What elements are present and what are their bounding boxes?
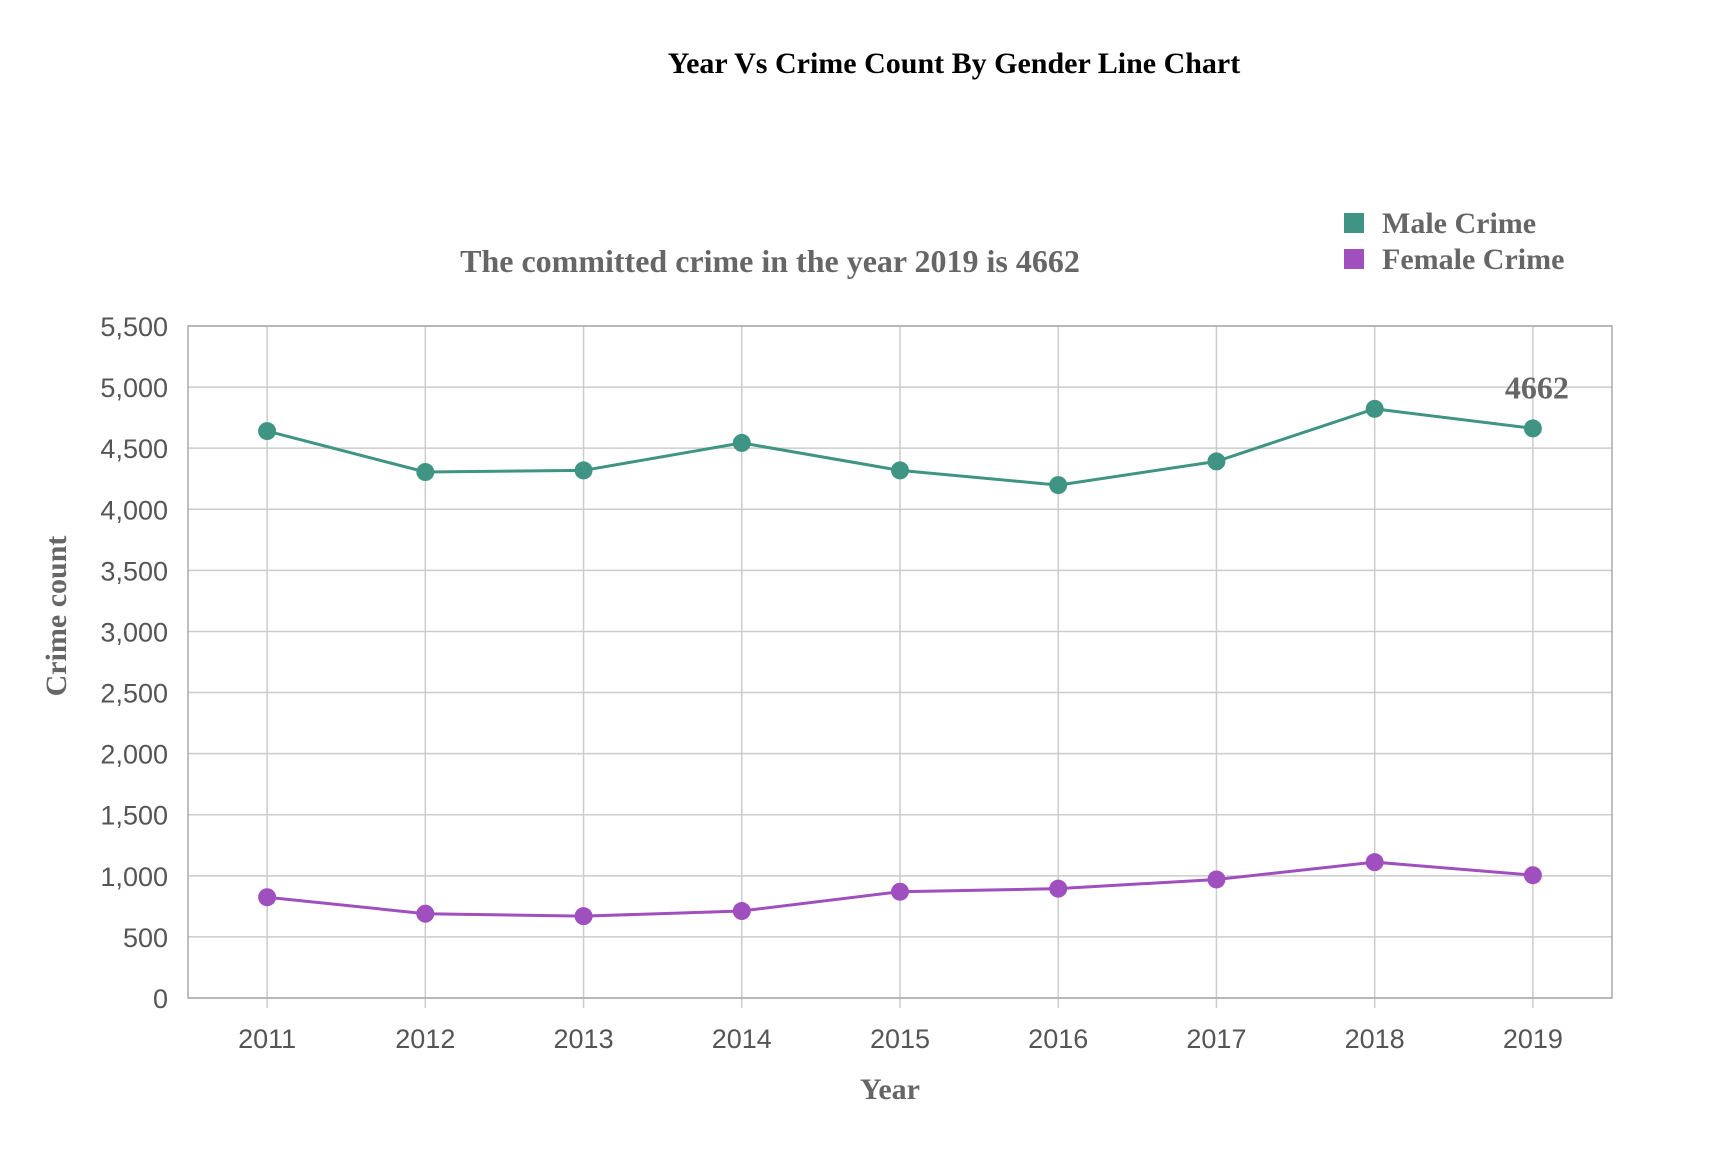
- y-tick-label: 1,500: [100, 801, 168, 831]
- data-point[interactable]: [416, 904, 435, 923]
- legend-swatch: [1344, 249, 1364, 269]
- y-tick-label: 4,000: [100, 495, 168, 525]
- y-tick-labels: 0 500 1,000 1,500 2,000 2,500 3,000 3,500 4,000 4…: [100, 312, 168, 1014]
- y-tick-label: 2,500: [100, 679, 168, 709]
- series-points: [258, 399, 1542, 926]
- data-point[interactable]: [574, 461, 593, 480]
- x-tick-label: 2012: [395, 1024, 455, 1054]
- annotations: 4662: [1505, 369, 1569, 405]
- y-tick-label: 3,000: [100, 617, 168, 647]
- chart-subtitle: The committed crime in the year 2019 is …: [460, 243, 1080, 279]
- plot-frame: [187, 325, 1613, 999]
- legend-label[interactable]: Male Crime: [1382, 207, 1536, 240]
- data-point[interactable]: [1049, 476, 1068, 495]
- data-point[interactable]: [574, 907, 593, 926]
- x-tick-label: 2014: [712, 1024, 772, 1054]
- data-point[interactable]: [1365, 399, 1384, 418]
- x-tick-label: 2011: [238, 1024, 296, 1054]
- data-point[interactable]: [732, 433, 751, 452]
- legend-label[interactable]: Female Crime: [1382, 243, 1564, 276]
- data-label: 4662: [1505, 369, 1569, 405]
- legend-swatch: [1344, 213, 1364, 233]
- data-point[interactable]: [416, 463, 435, 482]
- data-point[interactable]: [732, 902, 751, 921]
- data-point[interactable]: [1049, 879, 1068, 898]
- x-tick-labels: 2011 2012 2013 2014 2015 2016 2017 2018 2019: [238, 1024, 1563, 1054]
- data-point[interactable]: [258, 422, 277, 441]
- data-point[interactable]: [1207, 870, 1226, 889]
- x-tick-label: 2019: [1503, 1024, 1563, 1054]
- x-axis-label: Year: [860, 1073, 920, 1106]
- chart-title: Year Vs Crime Count By Gender Line Chart: [668, 47, 1241, 80]
- data-point[interactable]: [1365, 853, 1384, 872]
- x-tick-label: 2013: [554, 1024, 614, 1054]
- data-point[interactable]: [1523, 866, 1542, 885]
- y-tick-label: 3,500: [100, 556, 168, 586]
- axes: [187, 325, 1613, 999]
- y-tick-label: 4,500: [100, 434, 168, 464]
- x-tick-label: 2018: [1345, 1024, 1405, 1054]
- y-tick-label: 5,000: [100, 373, 168, 403]
- y-tick-label: 500: [123, 923, 168, 953]
- data-point[interactable]: [891, 882, 909, 901]
- x-tick-label: 2015: [870, 1024, 930, 1054]
- grid: [188, 325, 1612, 1008]
- data-point[interactable]: [891, 461, 909, 480]
- x-tick-label: 2017: [1186, 1024, 1246, 1054]
- data-point[interactable]: [1207, 452, 1226, 471]
- data-point[interactable]: [1523, 419, 1542, 438]
- data-point[interactable]: [258, 888, 277, 907]
- y-tick-label: 0: [153, 984, 168, 1014]
- y-axis-label: Crime count: [40, 536, 73, 697]
- y-tick-label: 5,500: [100, 312, 168, 342]
- y-tick-label: 1,000: [100, 862, 168, 892]
- x-tick-label: 2016: [1028, 1024, 1088, 1054]
- y-tick-label: 2,000: [100, 740, 168, 770]
